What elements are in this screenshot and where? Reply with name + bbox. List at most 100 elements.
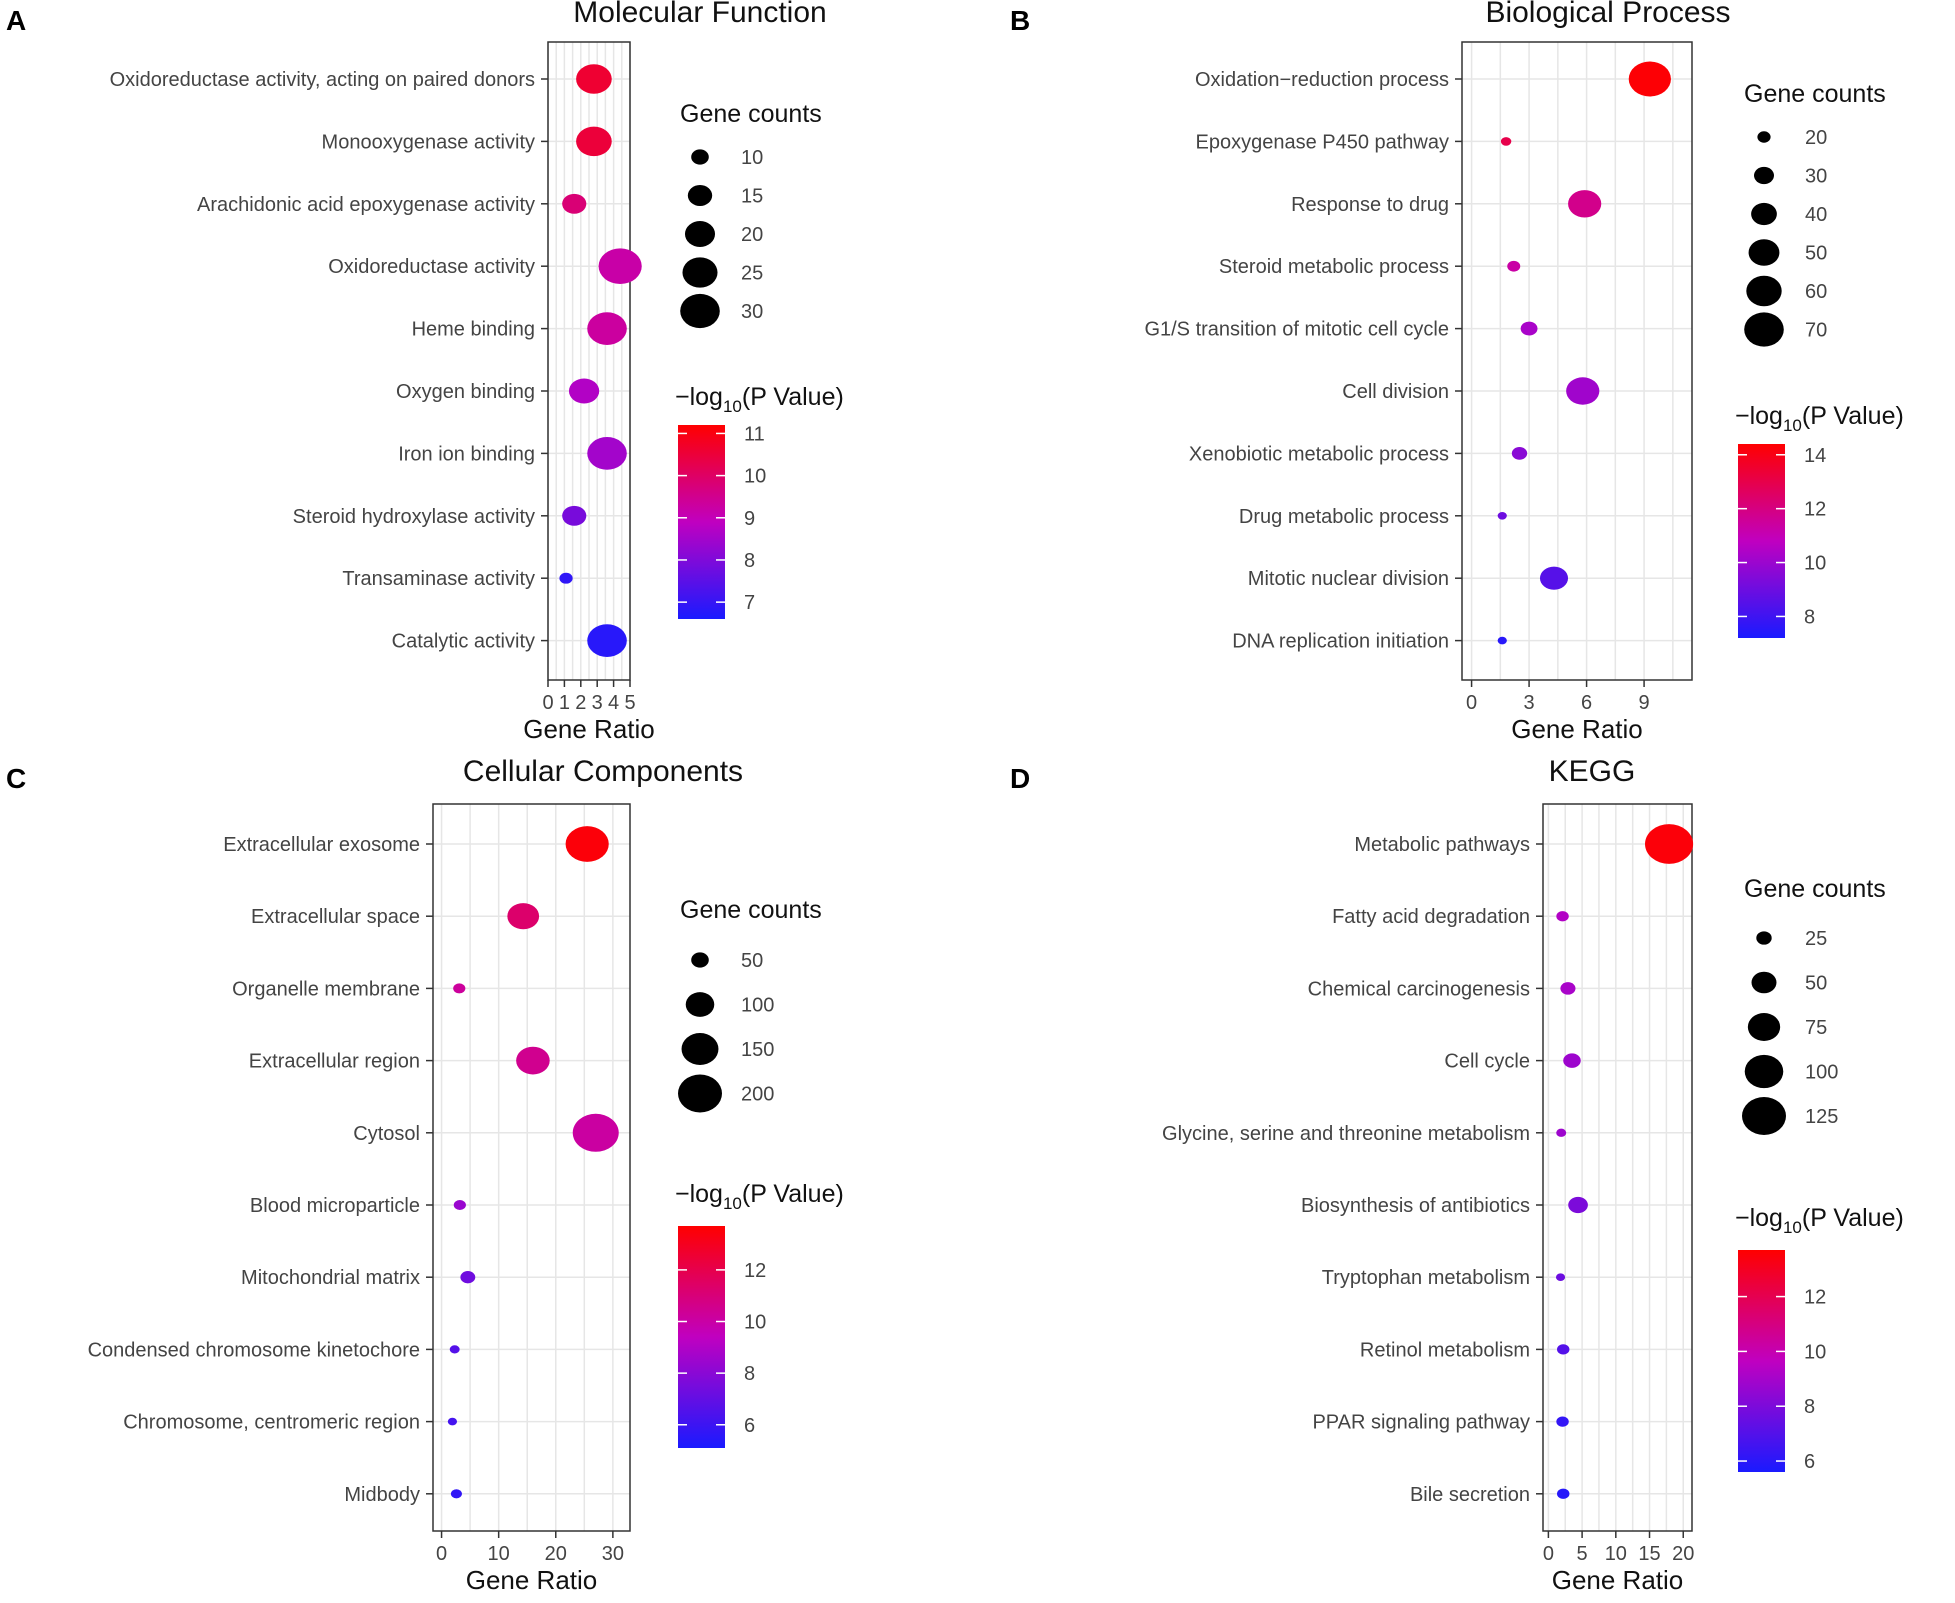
data-point: [572, 1113, 619, 1152]
size-legend-label: 60: [1805, 281, 1827, 303]
category-label: Oxidation−reduction process: [1195, 69, 1449, 91]
color-legend-label: 9: [744, 508, 755, 530]
data-point: [1497, 636, 1507, 645]
category-label: Extracellular space: [251, 906, 420, 928]
x-axis-label: Gene Ratio: [523, 714, 655, 744]
data-point: [1539, 566, 1569, 590]
chart-title: Cellular Components: [463, 755, 743, 788]
chart-title: KEGG: [1549, 755, 1636, 788]
category-label: Fatty acid degradation: [1332, 906, 1530, 928]
size-legend-label: 70: [1805, 320, 1827, 342]
color-legend-title: −log10(P Value): [675, 383, 844, 416]
size-legend-label: 30: [741, 301, 763, 323]
color-legend-label: 12: [1804, 499, 1826, 521]
category-label: Tryptophan metabolism: [1322, 1267, 1530, 1289]
category-label: Iron ion binding: [398, 443, 535, 465]
data-point: [1563, 1053, 1581, 1068]
category-label: Oxygen binding: [396, 381, 535, 403]
color-legend-label: 10: [1804, 553, 1826, 575]
x-tick-label: 0: [542, 692, 553, 714]
data-point: [1557, 1488, 1570, 1499]
color-legend-label: 10: [1804, 1341, 1826, 1363]
size-legend-key: [680, 293, 720, 329]
x-tick-label: 5: [1577, 1543, 1588, 1565]
category-label: Oxidoreductase activity, acting on paire…: [110, 69, 535, 91]
plot-frame: [1542, 803, 1693, 1532]
color-legend-label: 10: [744, 1312, 766, 1334]
data-point: [559, 572, 573, 584]
category-label: Catalytic activity: [392, 631, 535, 653]
size-legend-label: 50: [1805, 243, 1827, 265]
category-label: Chromosome, centromeric region: [123, 1412, 420, 1434]
data-point: [1566, 377, 1600, 405]
x-tick-label: 10: [1605, 1543, 1627, 1565]
size-legend-key: [1748, 239, 1780, 266]
category-label: DNA replication initiation: [1232, 631, 1449, 653]
size-legend-key: [1744, 1054, 1784, 1089]
category-label: Arachidonic acid epoxygenase activity: [197, 194, 535, 216]
data-point: [1645, 824, 1694, 864]
color-legend-label: 12: [744, 1260, 766, 1282]
size-legend-label: 200: [741, 1084, 774, 1106]
chart-title: Biological Process: [1485, 0, 1730, 29]
size-legend-key: [687, 184, 713, 207]
x-tick-label: 1: [559, 692, 570, 714]
panel-letter-b: B: [1010, 5, 1030, 36]
x-tick-label: 15: [1638, 1543, 1660, 1565]
category-label: Response to drug: [1291, 194, 1449, 216]
panel-letter-c: C: [6, 763, 26, 794]
category-label: Oxidoreductase activity: [328, 256, 535, 278]
size-legend-key: [685, 992, 715, 1017]
x-tick-label: 4: [608, 692, 619, 714]
size-legend-title: Gene counts: [1744, 80, 1886, 108]
category-label: Transaminase activity: [342, 568, 535, 590]
panel-d: KEGG Metabolic pathways Fatty acid degrada…: [1162, 755, 1904, 1595]
panel-letter-a: A: [6, 5, 26, 36]
size-legend-key: [1742, 1097, 1786, 1135]
data-point: [576, 64, 612, 94]
size-legend-label: 20: [1805, 127, 1827, 149]
data-point: [1497, 512, 1507, 520]
panel-c: Cellular Components Extracellular exosome…: [88, 755, 844, 1595]
size-legend-key: [678, 1074, 722, 1113]
category-label: Midbody: [344, 1484, 420, 1506]
color-legend-label: 7: [744, 592, 755, 614]
x-tick-label: 2: [575, 692, 586, 714]
category-label: Cell division: [1342, 381, 1449, 403]
data-point: [598, 248, 642, 285]
plot-area: [1543, 804, 1692, 1531]
category-label: Glycine, serine and threonine metabolism: [1162, 1123, 1530, 1145]
data-point: [1556, 1416, 1569, 1427]
size-legend-label: 150: [741, 1039, 774, 1061]
data-point: [1500, 137, 1512, 146]
color-legend-label: 14: [1804, 445, 1826, 467]
data-point: [587, 437, 627, 470]
data-point: [1568, 1196, 1588, 1214]
size-legend-label: 15: [741, 186, 763, 208]
x-tick-label: 6: [1581, 692, 1592, 714]
size-legend-key: [1746, 275, 1782, 307]
x-tick-label: 10: [488, 1543, 510, 1565]
data-point: [1556, 911, 1569, 922]
size-legend-key: [1753, 166, 1775, 185]
data-point: [1568, 190, 1602, 218]
category-label: Retinol metabolism: [1360, 1339, 1530, 1361]
category-label: Chemical carcinogenesis: [1308, 978, 1530, 1000]
size-legend-key: [682, 257, 718, 288]
x-axis-label: Gene Ratio: [1552, 1565, 1684, 1595]
data-point: [587, 312, 627, 345]
x-tick-label: 0: [436, 1543, 447, 1565]
size-legend-key: [691, 952, 709, 968]
category-label: Extracellular exosome: [223, 834, 420, 856]
color-legend-title: −log10(P Value): [1735, 402, 1904, 435]
data-point: [1557, 1344, 1570, 1355]
category-label: Xenobiotic metabolic process: [1189, 443, 1449, 465]
panel-a: Molecular Function Oxidoreductase activit…: [110, 0, 844, 744]
color-bar: [1738, 1250, 1785, 1472]
size-legend-key: [1747, 1013, 1781, 1041]
category-label: Blood microparticle: [250, 1195, 420, 1217]
color-legend-label: 8: [744, 550, 755, 572]
x-tick-label: 30: [602, 1543, 624, 1565]
size-legend-label: 30: [1805, 166, 1827, 188]
size-legend-label: 20: [741, 224, 763, 246]
